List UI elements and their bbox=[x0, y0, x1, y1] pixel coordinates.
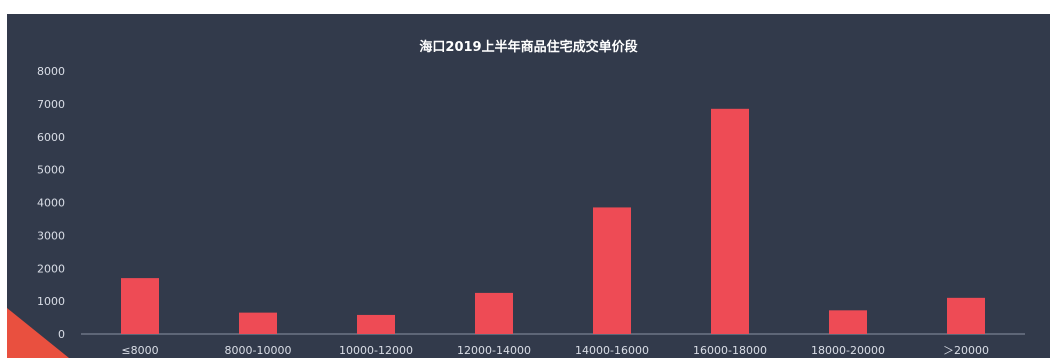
x-tick-label: 18000-20000 bbox=[811, 344, 885, 357]
y-tick-label: 5000 bbox=[37, 164, 65, 177]
bar bbox=[947, 297, 985, 334]
bar bbox=[829, 310, 867, 334]
x-tick-label: ＞20000 bbox=[943, 344, 989, 357]
y-tick-label: 7000 bbox=[37, 98, 65, 111]
y-tick-label: 3000 bbox=[37, 229, 65, 242]
bars bbox=[121, 108, 985, 335]
y-tick-label: 2000 bbox=[37, 262, 65, 275]
x-tick-label: 16000-18000 bbox=[693, 344, 767, 357]
x-tick-label: 14000-16000 bbox=[575, 344, 649, 357]
x-tick-label: 10000-12000 bbox=[339, 344, 413, 357]
bar bbox=[357, 314, 395, 334]
y-tick-label: 4000 bbox=[37, 197, 65, 210]
x-tick-label: ≤8000 bbox=[121, 344, 158, 357]
y-tick-label: 6000 bbox=[37, 131, 65, 144]
bar bbox=[239, 312, 277, 334]
y-tick-label: 1000 bbox=[37, 295, 65, 308]
bar bbox=[475, 292, 513, 334]
bar bbox=[711, 108, 749, 335]
chart-title: 海口2019上半年商品住宅成交单价段 bbox=[419, 40, 638, 55]
bar bbox=[593, 207, 631, 334]
y-tick-label: 8000 bbox=[37, 65, 65, 78]
x-tick-label: 8000-10000 bbox=[225, 344, 292, 357]
x-tick-label: 12000-14000 bbox=[457, 344, 531, 357]
chart-panel: 海口2019上半年商品住宅成交单价段 0 1000 2000 3000 4000 5000… bbox=[7, 14, 1050, 358]
x-axis-ticks: ≤8000 8000-10000 10000-12000 12000-14000 140… bbox=[121, 344, 989, 357]
corner-decoration bbox=[7, 308, 69, 358]
bar bbox=[121, 278, 159, 334]
